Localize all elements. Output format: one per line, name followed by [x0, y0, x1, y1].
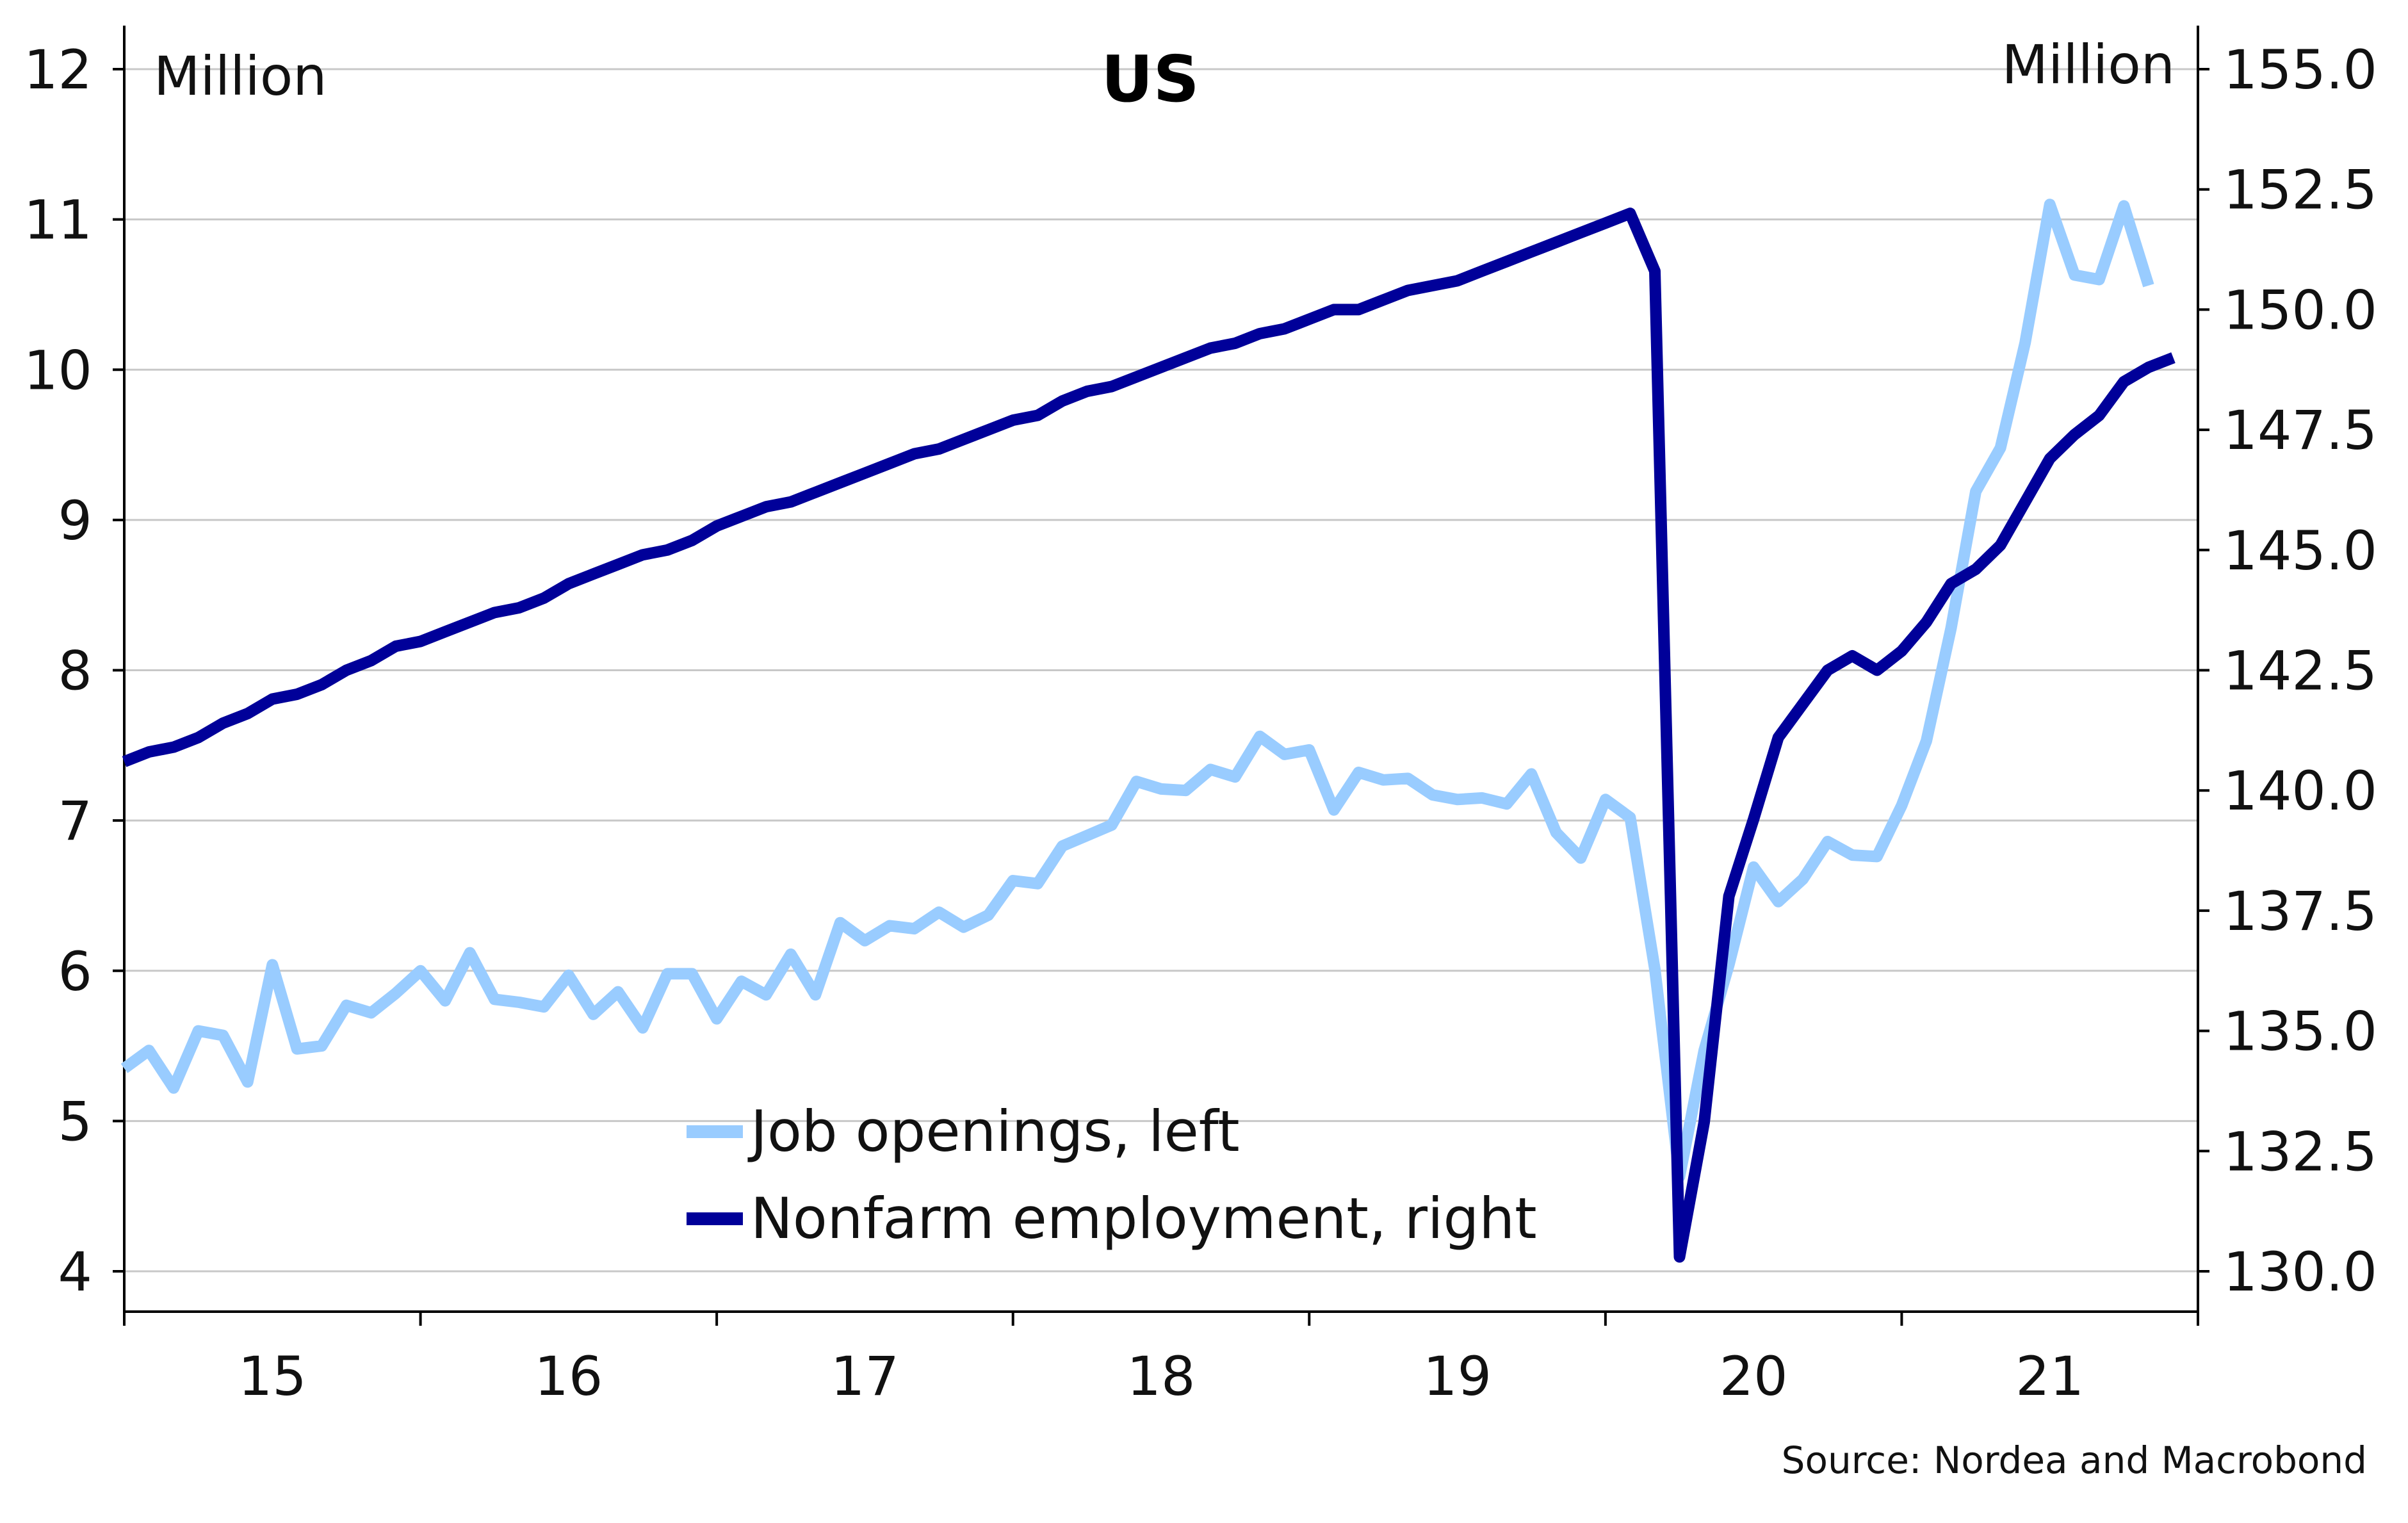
right-tick-label: 137.5	[2224, 880, 2377, 943]
right-tick-label: 150.0	[2224, 279, 2377, 341]
left-tick-label: 11	[24, 189, 92, 252]
right-tick-label: 142.5	[2224, 640, 2377, 703]
legend-label-job-openings: Job openings, left	[747, 1098, 1240, 1164]
x-tick-label: 15	[238, 1345, 307, 1408]
x-tick-label: 17	[831, 1345, 899, 1408]
right-tick-label: 130.0	[2224, 1241, 2377, 1303]
legend: Job openings, left Nonfarm employment, r…	[687, 1098, 1537, 1251]
series-lines	[120, 199, 2176, 1263]
gridlines	[124, 68, 2198, 1273]
chart-title: US	[1101, 42, 1199, 117]
right-tick-label: 155.0	[2224, 38, 2377, 101]
left-tick-label: 8	[58, 640, 92, 703]
left-tick-label: 10	[24, 339, 92, 402]
right-axis-unit: Million	[2002, 33, 2175, 96]
left-axis-unit: Million	[154, 45, 327, 108]
x-tick-label: 20	[1720, 1345, 1788, 1408]
source-note: Source: Nordea and Macrobond	[1782, 1438, 2367, 1482]
x-tick-label: 16	[534, 1345, 603, 1408]
right-tick-label: 145.0	[2224, 519, 2377, 582]
left-tick-label: 4	[58, 1241, 92, 1303]
left-tick-label: 6	[58, 940, 92, 1003]
right-tick-label: 135.0	[2224, 1000, 2377, 1063]
axes: 4 5 6 7 8 9 10 11 12 130.0 132.5 135.0 137.5 140.0 142…	[24, 26, 2377, 1408]
right-tick-label: 132.5	[2224, 1120, 2377, 1183]
left-tick-label: 9	[58, 489, 92, 552]
left-tick-label: 7	[58, 790, 92, 852]
series-line-nonfarm-employment	[122, 208, 2176, 1263]
right-tick-label: 152.5	[2224, 159, 2377, 222]
left-tick-label: 12	[24, 38, 92, 101]
right-tick-label: 140.0	[2224, 760, 2377, 822]
x-tick-label: 21	[2015, 1345, 2084, 1408]
legend-label-nonfarm: Nonfarm employment, right	[751, 1185, 1537, 1251]
left-tick-label: 5	[58, 1090, 92, 1153]
x-tick-label: 19	[1423, 1345, 1492, 1408]
x-tick-label: 18	[1127, 1345, 1196, 1408]
series-line-job-openings	[120, 199, 2154, 1183]
right-tick-label: 147.5	[2224, 399, 2377, 462]
